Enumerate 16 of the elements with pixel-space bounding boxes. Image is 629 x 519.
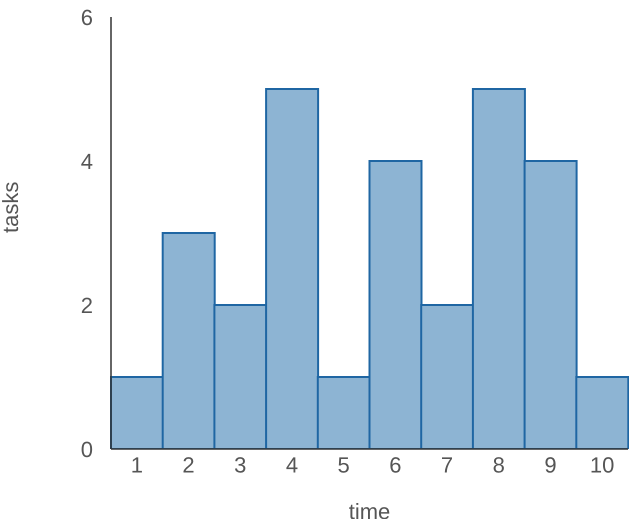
x-tick-label: 10 (590, 452, 614, 478)
x-tick-label: 7 (440, 452, 454, 478)
x-tick-label: 2 (182, 452, 195, 478)
y-axis-title: tasks (0, 182, 23, 233)
y-tick-label: 4 (80, 148, 93, 174)
x-axis-title: time (348, 499, 390, 519)
x-tick-label: 1 (130, 452, 143, 478)
y-tick-label: 0 (80, 436, 93, 462)
y-tick-label: 2 (80, 292, 93, 318)
y-tick-label: 6 (80, 4, 93, 30)
x-tick-label: 8 (492, 452, 505, 478)
x-tick-label: 4 (286, 452, 298, 478)
x-tick-label: 5 (338, 452, 350, 478)
x-tick-label: 9 (544, 452, 557, 478)
x-tick-label: 6 (389, 452, 402, 478)
x-tick-label: 3 (234, 452, 246, 478)
